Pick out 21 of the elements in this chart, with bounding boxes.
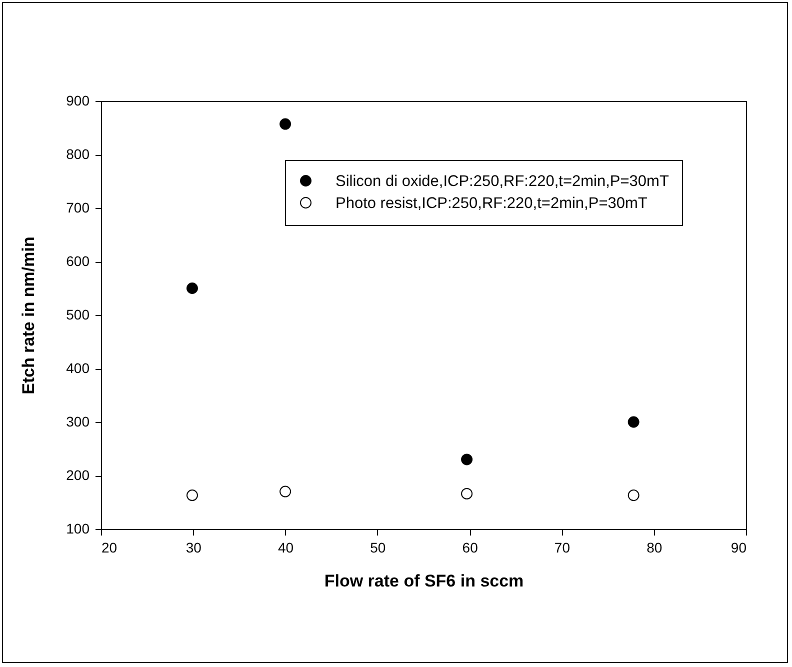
y-tick-label: 300 <box>66 414 90 430</box>
x-axis-title: Flow rate of SF6 in sccm <box>324 572 524 590</box>
y-tick-label: 100 <box>66 520 90 536</box>
x-tick-label: 40 <box>278 540 294 556</box>
y-tick-label: 600 <box>66 253 90 269</box>
x-tick-label: 90 <box>730 540 747 556</box>
x-tick-label: 50 <box>370 540 386 556</box>
x-tick-label: 30 <box>186 540 202 556</box>
y-tick-label: 900 <box>66 92 90 108</box>
legend-label: Silicon di oxide,ICP:250,RF:220,t=2min,P=30mT <box>336 172 670 190</box>
x-tick-label: 80 <box>646 540 662 556</box>
y-tick-label: 700 <box>66 200 90 216</box>
x-tick-label: 70 <box>554 540 570 556</box>
legend-label: Photo resist,ICP:250,RF:220,t=2min,P=30mT <box>336 194 648 212</box>
y-tick-label: 200 <box>66 467 90 483</box>
x-tick-label: 60 <box>462 540 478 556</box>
y-tick-label: 400 <box>66 360 90 376</box>
y-tick-label: 500 <box>66 306 90 322</box>
y-axis-title: Etch rate in nm/min <box>19 236 38 394</box>
x-tick-label: 20 <box>102 540 118 556</box>
y-tick-label: 800 <box>66 146 90 162</box>
